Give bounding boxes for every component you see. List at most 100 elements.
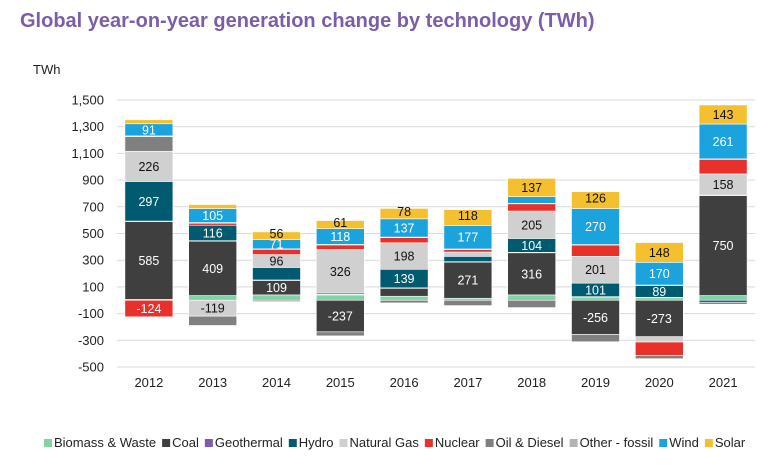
bar-2015-nuclear	[315, 244, 365, 250]
data-label: 78	[397, 205, 411, 219]
bar-2018-solar	[507, 178, 557, 197]
legend-item-geothermal: Geothermal	[204, 435, 283, 450]
x-tick-label: 2021	[709, 375, 738, 390]
legend-label: Wind	[669, 435, 699, 450]
data-label: 91	[142, 123, 156, 137]
y-tick-label: 900	[82, 173, 104, 188]
y-tick-label: 1,500	[71, 93, 104, 108]
x-tick-label: 2020	[645, 375, 674, 390]
data-label: 409	[202, 262, 223, 276]
bar-2017-biomass-waste	[443, 297, 493, 301]
bar-2018-coal	[507, 252, 557, 296]
bar-2014-oil-diesel	[252, 299, 301, 302]
bar-2020-natural-gas	[634, 336, 684, 343]
bar-2014-hydro	[252, 267, 301, 281]
bar-2016-biomass-waste	[379, 295, 429, 301]
data-label: 137	[521, 181, 542, 195]
bar-2016-coal	[379, 287, 429, 297]
x-tick-label: 2016	[390, 375, 419, 390]
data-label: 326	[330, 265, 351, 279]
data-label: 205	[521, 218, 542, 232]
data-label: 61	[333, 216, 347, 230]
bar-2014-solar	[252, 231, 301, 240]
data-label: 158	[713, 178, 734, 192]
data-label: 96	[270, 255, 284, 269]
legend-item-other-fossil: Other - fossil	[569, 435, 653, 450]
bar-2015-biomass-waste	[315, 294, 365, 301]
bar-2013-nuclear	[188, 222, 237, 226]
legend-swatch	[704, 439, 713, 447]
legend-swatch	[204, 439, 213, 447]
data-label: 316	[521, 267, 542, 281]
bar-2017-natural-gas	[443, 251, 493, 257]
legend-item-nuclear: Nuclear	[424, 435, 480, 450]
legend-item-hydro: Hydro	[288, 435, 334, 450]
data-label: 56	[270, 227, 284, 241]
x-tick-label: 2014	[262, 375, 291, 390]
legend-label: Coal	[172, 435, 199, 450]
x-tick-label: 2018	[517, 375, 546, 390]
data-label: -256	[583, 311, 608, 325]
data-label: 201	[585, 263, 606, 277]
legend-swatch	[659, 439, 668, 447]
legend-item-oil-diesel: Oil & Diesel	[485, 435, 564, 450]
bar-2012-natural-gas	[124, 150, 174, 182]
y-tick-label: -100	[78, 306, 104, 321]
legend-label: Natural Gas	[349, 435, 419, 450]
y-tick-label: 100	[82, 279, 104, 294]
y-tick-label: 700	[82, 199, 104, 214]
bar-2017-nuclear	[443, 249, 493, 253]
bar-2021-nuclear	[698, 158, 748, 175]
bar-2015-natural-gas	[315, 249, 365, 294]
bars	[124, 104, 748, 360]
data-label: 139	[394, 272, 415, 286]
bar-2017-solar	[443, 209, 493, 226]
legend-label: Oil & Diesel	[496, 435, 564, 450]
x-tick-label: 2015	[326, 375, 355, 390]
legend-swatch	[485, 439, 494, 447]
bar-2016-solar	[379, 208, 429, 220]
data-label: 270	[585, 220, 606, 234]
legend-label: Hydro	[299, 435, 334, 450]
data-label: -273	[647, 312, 672, 326]
bar-2012-solar	[124, 119, 174, 125]
legend-item-wind: Wind	[659, 435, 699, 450]
bar-2012-hydro	[124, 181, 174, 222]
x-tick-label: 2019	[581, 375, 610, 390]
y-tick-label: 500	[82, 226, 104, 241]
bar-2019-oil-diesel	[571, 334, 620, 343]
legend-swatch	[162, 439, 171, 447]
data-label: 101	[585, 283, 606, 297]
data-label: 137	[394, 221, 415, 235]
data-label: 170	[649, 267, 670, 281]
legend-swatch	[339, 439, 348, 447]
legend-swatch	[424, 439, 433, 447]
y-axis-ticks: -500 -300 -100 100 300 500 700 900 1,100 1,300 1,5…	[71, 93, 104, 375]
data-label: 118	[330, 230, 350, 244]
data-label: 226	[138, 160, 159, 174]
legend: Biomass & Waste Coal Geothermal Hydro Natura…	[44, 435, 746, 450]
bar-2012-coal	[124, 221, 174, 300]
data-label: 177	[457, 231, 478, 245]
data-label: 71	[270, 238, 284, 252]
bar-2018-natural-gas	[507, 210, 557, 239]
bar-2019-nuclear	[571, 244, 620, 257]
data-label: 105	[202, 209, 223, 223]
bar-2020-coal	[634, 299, 684, 337]
bar-2019-coal	[571, 299, 620, 335]
bar-2014-biomass-waste	[252, 294, 301, 301]
y-tick-label: -300	[78, 333, 104, 348]
data-label: 89	[652, 285, 666, 299]
bar-2018-biomass-waste	[507, 294, 557, 301]
data-label: 116	[203, 226, 223, 240]
data-label: 118	[458, 209, 478, 223]
legend-label: Geothermal	[215, 435, 283, 450]
bar-2021-hydro	[698, 299, 748, 303]
bar-2021-wind	[698, 123, 748, 160]
legend-label: Nuclear	[435, 435, 480, 450]
y-tick-label: 300	[82, 253, 104, 268]
bar-2015-oil-diesel	[315, 331, 365, 337]
legend-swatch	[569, 439, 578, 447]
y-tick-label: 1,100	[71, 146, 104, 161]
